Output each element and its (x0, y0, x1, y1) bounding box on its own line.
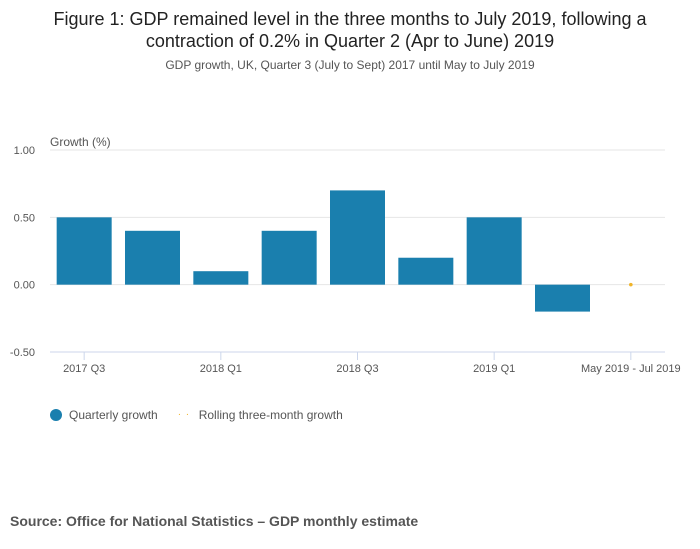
legend-label-quarterly: Quarterly growth (69, 408, 158, 422)
bar-quarterly-growth (535, 284, 590, 312)
chart-title-line-2: contraction of 0.2% in Quarter 2 (Apr to… (145, 31, 555, 51)
source-note: Source: Office for National Statistics –… (10, 513, 419, 529)
chart-subtitle: GDP growth, UK, Quarter 3 (July to Sept)… (165, 58, 535, 72)
bar-quarterly-growth (56, 217, 112, 285)
legend-marker-rolling: · · (177, 409, 191, 420)
chart-plot: 1.00 0.50 0.00 -0.50 Growth (%) 2017 Q3 2018 Q… (10, 135, 681, 375)
bar-quarterly-growth (125, 230, 180, 285)
chart-legend: Quarterly growth · · Rolling three-month… (50, 408, 363, 422)
x-tick-label: May 2019 - Jul 2019 (581, 363, 681, 375)
legend-item-rolling[interactable]: · · Rolling three-month growth (178, 408, 343, 422)
bar-quarterly-growth (466, 217, 522, 285)
bar-quarterly-growth (261, 230, 317, 285)
x-tick-label: 2019 Q1 (473, 363, 515, 375)
y-tick-label: 1.00 (14, 145, 35, 157)
y-tick-label: 0.00 (14, 280, 35, 292)
y-tick-label: -0.50 (10, 347, 35, 359)
legend-marker-quarterly (50, 409, 62, 421)
y-tick-label: 0.50 (14, 212, 35, 224)
bar-quarterly-growth (330, 190, 385, 285)
chart-title: Figure 1: GDP remained level in the thre… (0, 8, 700, 52)
x-tick-label: 2017 Q3 (63, 363, 105, 375)
x-tick-label: 2018 Q3 (336, 363, 378, 375)
chart-title-line-1: Figure 1: GDP remained level in the thre… (53, 9, 647, 29)
y-axis-label: Growth (%) (50, 135, 111, 149)
bar-quarterly-growth (193, 271, 249, 285)
point-rolling-growth (629, 282, 633, 287)
legend-item-quarterly[interactable]: Quarterly growth (50, 408, 158, 422)
bar-quarterly-growth (398, 257, 454, 285)
legend-label-rolling: Rolling three-month growth (198, 408, 343, 422)
x-tick-label: 2018 Q1 (200, 363, 242, 375)
